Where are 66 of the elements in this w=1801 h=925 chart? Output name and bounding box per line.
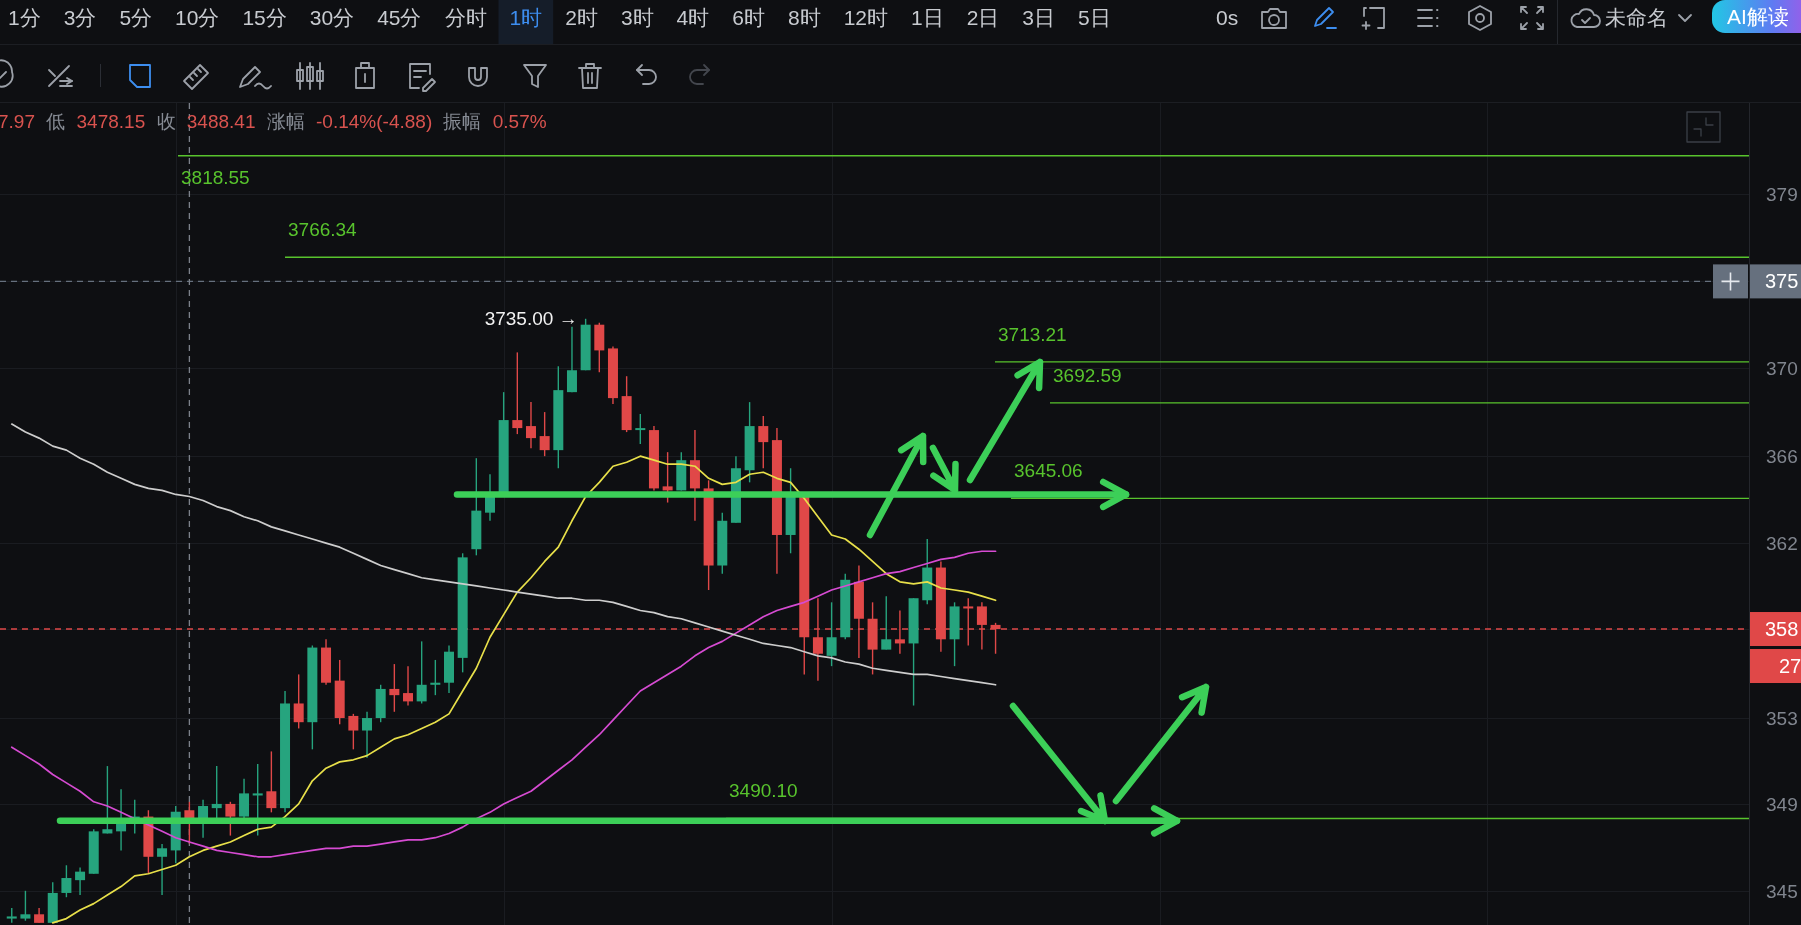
text: 349 <box>1766 793 1798 815</box>
text: 2日 <box>966 6 1000 29</box>
candlestick <box>525 401 536 449</box>
annotation: 3735.00 → <box>484 307 578 329</box>
candlestick <box>389 663 400 713</box>
text: 366 <box>1766 446 1798 468</box>
ref-line-label: 3766.34 <box>288 219 358 241</box>
text: 30分 <box>309 6 355 29</box>
text: 1时 <box>509 6 543 29</box>
ref-line-label: 3692.59 <box>1053 364 1122 386</box>
candlestick <box>198 799 209 839</box>
candlestick <box>61 864 72 898</box>
text: 353 <box>1766 708 1798 730</box>
text: 3日 <box>1022 6 1056 29</box>
text: 345 <box>1766 880 1798 902</box>
text: 8时 <box>787 6 821 29</box>
ref-line-label: 3818.55 <box>181 166 250 188</box>
text: 27 <box>1779 655 1801 678</box>
text: 362 <box>1766 533 1798 555</box>
candlestick <box>403 665 414 707</box>
text: 379 <box>1766 183 1798 205</box>
candlestick <box>539 411 550 457</box>
ref-line-label: 3490.10 <box>729 780 798 802</box>
text: 358 <box>1765 618 1799 641</box>
text: 375 <box>1765 270 1799 293</box>
candlestick <box>211 765 222 820</box>
candlestick <box>75 866 86 896</box>
text: 5日 <box>1078 6 1111 29</box>
text: 1日 <box>910 6 944 29</box>
ref-line-label: 3645.06 <box>1014 460 1083 482</box>
candlestick <box>758 415 769 469</box>
candlestick <box>252 763 263 837</box>
candlestick <box>826 601 837 667</box>
candlestick <box>157 843 168 896</box>
text: 3时 <box>620 6 654 29</box>
candlestick <box>881 595 892 651</box>
text: 0s <box>1216 6 1239 29</box>
candlestick <box>225 801 236 837</box>
text: 4时 <box>676 6 710 29</box>
text: 45分 <box>377 6 422 29</box>
candlestick <box>416 640 427 705</box>
text: 分时 <box>444 6 487 29</box>
candlestick <box>348 713 359 751</box>
text: AI解读 <box>1727 5 1789 28</box>
text: 5分 <box>119 6 153 29</box>
candlestick <box>512 351 523 435</box>
candlestick <box>102 765 113 835</box>
text: 未命名 <box>1605 6 1668 29</box>
ref-line-label: 3713.21 <box>998 323 1067 345</box>
text: 370 <box>1766 358 1798 380</box>
candlestick <box>430 659 441 696</box>
candlestick <box>635 413 646 445</box>
text: 15分 <box>242 6 287 29</box>
candlestick <box>293 673 304 730</box>
candlestick <box>266 750 277 814</box>
text: 1分 <box>8 6 41 29</box>
candlestick <box>566 325 577 393</box>
text: 12时 <box>843 6 888 29</box>
text: 10分 <box>175 6 220 29</box>
candlestick <box>362 711 373 759</box>
candlestick <box>239 777 250 820</box>
candlestick <box>662 451 673 504</box>
text: 3分 <box>63 6 97 29</box>
text: 6时 <box>732 6 765 29</box>
text: 2时 <box>565 6 598 29</box>
candlestick <box>20 890 31 922</box>
